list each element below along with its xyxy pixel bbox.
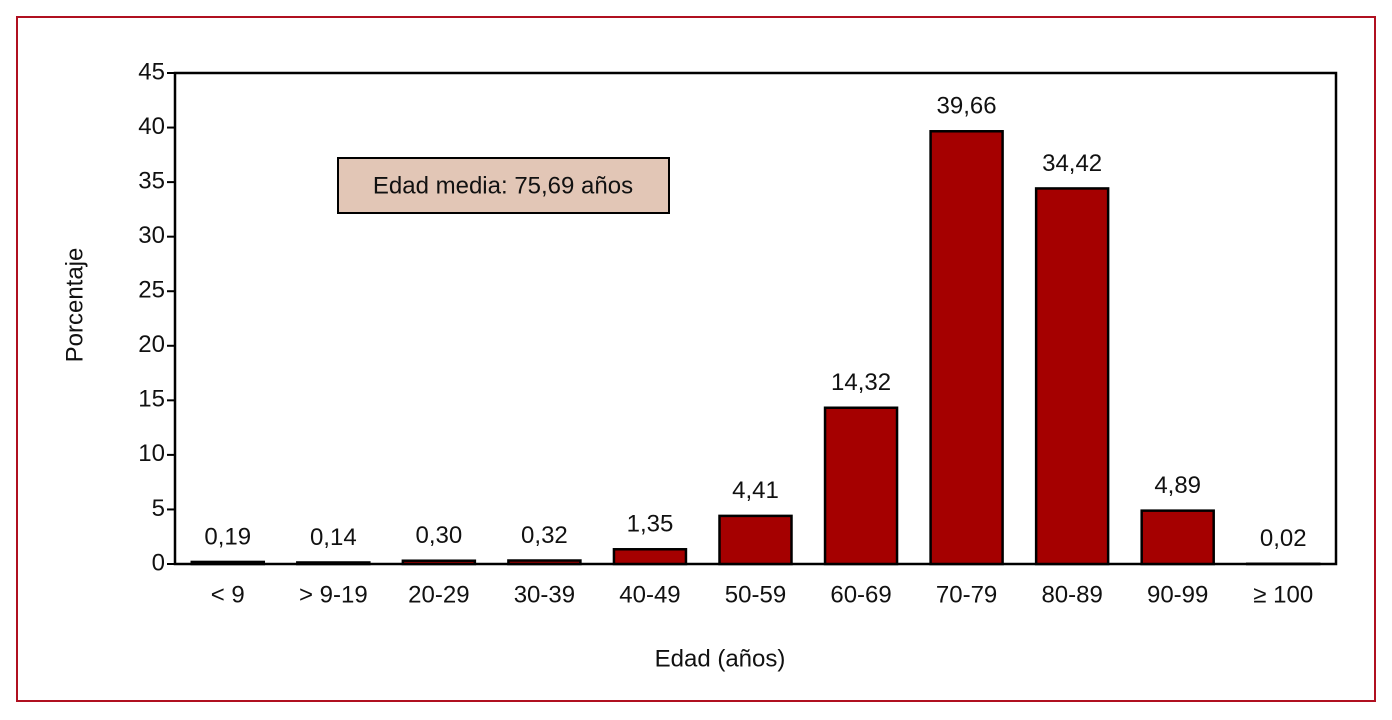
value-label: 0,32 [521, 522, 568, 549]
x-tick-label: 70-79 [936, 581, 997, 608]
x-tick-label: 80-89 [1041, 581, 1102, 608]
value-label: 34,42 [1042, 150, 1102, 177]
value-label: 4,41 [732, 477, 779, 504]
x-tick-label: 40-49 [619, 581, 680, 608]
frame [16, 16, 1376, 702]
x-tick-label: ≥ 100 [1253, 581, 1313, 608]
bar [718, 514, 793, 566]
bar [507, 559, 582, 566]
annotation: Edad media: 75,69 años [373, 172, 633, 199]
bar [296, 561, 371, 566]
x-tick-label: 90-99 [1147, 581, 1208, 608]
x-tick-label: > 9-19 [299, 581, 368, 608]
y-tick-label: 40 [138, 113, 165, 140]
value-label: 1,35 [627, 511, 674, 538]
x-tick-label: 30-39 [514, 581, 575, 608]
bar [929, 130, 1004, 566]
value-label: 39,66 [937, 93, 997, 120]
value-label: 0,30 [416, 522, 463, 549]
value-label: 0,19 [204, 523, 251, 550]
y-tick-label: 20 [138, 331, 165, 358]
bar [823, 406, 899, 566]
y-tick-label: 45 [138, 58, 165, 85]
y-tick-label: 35 [138, 167, 165, 194]
y-tick-label: 25 [138, 277, 165, 304]
bar [401, 559, 477, 566]
bar [190, 560, 266, 566]
y-tick-label: 5 [152, 495, 165, 522]
x-tick-label: < 9 [211, 581, 245, 608]
x-tick-label: 60-69 [830, 581, 891, 608]
value-label: 4,89 [1154, 472, 1201, 499]
y-tick-label: 10 [138, 440, 165, 467]
x-tick-label: 50-59 [725, 581, 786, 608]
value-label: 14,32 [831, 369, 891, 396]
y-tick-label: 30 [138, 222, 165, 249]
x-tick-label: 20-29 [408, 581, 469, 608]
y-tick-label: 0 [152, 549, 165, 576]
y-axis-label: Porcentaje [61, 248, 88, 363]
bar [1140, 509, 1215, 566]
bar [1034, 187, 1110, 566]
value-label: 0,02 [1260, 525, 1307, 552]
x-axis-label: Edad (años) [655, 645, 786, 672]
value-label: 0,14 [310, 524, 357, 551]
y-tick-label: 15 [138, 386, 165, 413]
annotation-box [337, 157, 670, 214]
bar [612, 548, 688, 566]
